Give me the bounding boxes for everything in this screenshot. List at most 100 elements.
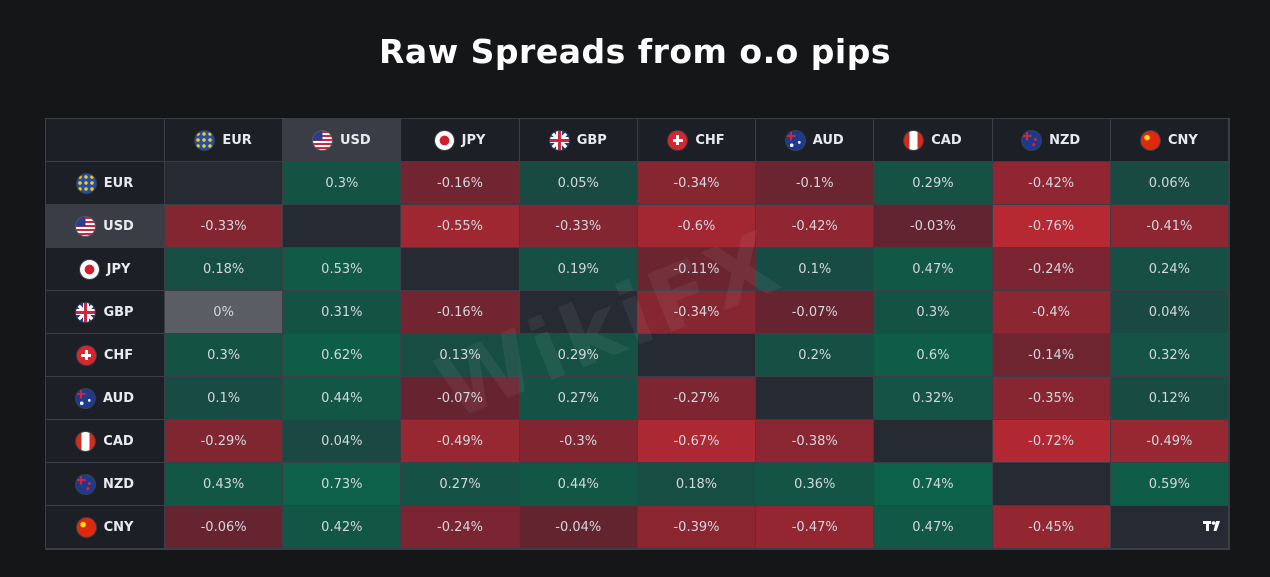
row-header-eur[interactable]: EUR	[46, 162, 165, 205]
heatmap-cell-jpy-cny[interactable]: 0.24%	[1110, 248, 1229, 291]
heatmap-cell-aud-eur[interactable]: 0.1%	[165, 377, 284, 420]
heatmap-cell-usd-chf[interactable]: -0.6%	[637, 205, 757, 248]
heatmap-cell-eur-eur[interactable]	[165, 162, 284, 205]
heatmap-cell-gbp-eur[interactable]: 0%	[165, 291, 284, 334]
heatmap-cell-jpy-nzd[interactable]: -0.24%	[992, 248, 1111, 291]
column-header-aud[interactable]: AUD	[756, 119, 875, 162]
heatmap-cell-aud-cad[interactable]: 0.32%	[874, 377, 993, 420]
heatmap-cell-cny-cad[interactable]: 0.47%	[874, 506, 993, 549]
heatmap-cell-gbp-nzd[interactable]: -0.4%	[992, 291, 1111, 334]
heatmap-cell-nzd-cad[interactable]: 0.74%	[874, 463, 993, 506]
heatmap-cell-nzd-usd[interactable]: 0.73%	[283, 463, 402, 506]
heatmap-cell-gbp-gbp[interactable]	[519, 291, 638, 334]
heatmap-cell-chf-aud[interactable]: 0.2%	[756, 334, 875, 377]
heatmap-cell-chf-gbp[interactable]: 0.29%	[519, 334, 638, 377]
column-header-chf[interactable]: CHF	[637, 119, 757, 162]
row-header-cad[interactable]: CAD	[46, 420, 165, 463]
heatmap-cell-gbp-cad[interactable]: 0.3%	[874, 291, 993, 334]
heatmap-cell-usd-cny[interactable]: -0.41%	[1110, 205, 1229, 248]
heatmap-cell-cad-jpy[interactable]: -0.49%	[401, 420, 520, 463]
heatmap-cell-usd-gbp[interactable]: -0.33%	[519, 205, 638, 248]
heatmap-cell-cad-nzd[interactable]: -0.72%	[992, 420, 1111, 463]
heatmap-cell-cad-gbp[interactable]: -0.3%	[519, 420, 638, 463]
heatmap-cell-usd-eur[interactable]: -0.33%	[165, 205, 284, 248]
heatmap-cell-cny-aud[interactable]: -0.47%	[756, 506, 875, 549]
heatmap-cell-aud-chf[interactable]: -0.27%	[637, 377, 757, 420]
heatmap-cell-nzd-eur[interactable]: 0.43%	[165, 463, 284, 506]
heatmap-cell-chf-chf[interactable]	[637, 334, 757, 377]
column-header-cad[interactable]: CAD	[874, 119, 993, 162]
heatmap-cell-cad-aud[interactable]: -0.38%	[756, 420, 875, 463]
heatmap-cell-nzd-cny[interactable]: 0.59%	[1110, 463, 1229, 506]
heatmap-cell-aud-gbp[interactable]: 0.27%	[519, 377, 638, 420]
row-header-cny[interactable]: CNY	[46, 506, 165, 549]
heatmap-cell-chf-jpy[interactable]: 0.13%	[401, 334, 520, 377]
heatmap-cell-chf-cny[interactable]: 0.32%	[1110, 334, 1229, 377]
heatmap-cell-cad-cny[interactable]: -0.49%	[1110, 420, 1229, 463]
column-header-gbp[interactable]: GBP	[519, 119, 638, 162]
heatmap-cell-usd-jpy[interactable]: -0.55%	[401, 205, 520, 248]
heatmap-cell-gbp-chf[interactable]: -0.34%	[637, 291, 757, 334]
heatmap-cell-jpy-chf[interactable]: -0.11%	[637, 248, 757, 291]
heatmap-cell-eur-chf[interactable]: -0.34%	[637, 162, 757, 205]
row-header-usd[interactable]: USD	[46, 205, 165, 248]
heatmap-cell-cad-eur[interactable]: -0.29%	[165, 420, 284, 463]
heatmap-cell-jpy-cad[interactable]: 0.47%	[874, 248, 993, 291]
heatmap-cell-nzd-chf[interactable]: 0.18%	[637, 463, 757, 506]
row-header-jpy[interactable]: JPY	[46, 248, 165, 291]
heatmap-cell-usd-nzd[interactable]: -0.76%	[992, 205, 1111, 248]
heatmap-cell-jpy-usd[interactable]: 0.53%	[283, 248, 402, 291]
row-header-nzd[interactable]: NZD	[46, 463, 165, 506]
column-header-eur[interactable]: EUR	[165, 119, 284, 162]
row-header-gbp[interactable]: GBP	[46, 291, 165, 334]
heatmap-cell-gbp-aud[interactable]: -0.07%	[756, 291, 875, 334]
heatmap-cell-cad-usd[interactable]: 0.04%	[283, 420, 402, 463]
heatmap-cell-cny-chf[interactable]: -0.39%	[637, 506, 757, 549]
heatmap-cell-eur-usd[interactable]: 0.3%	[283, 162, 402, 205]
heatmap-cell-chf-eur[interactable]: 0.3%	[165, 334, 284, 377]
heatmap-cell-aud-cny[interactable]: 0.12%	[1110, 377, 1229, 420]
row-header-aud[interactable]: AUD	[46, 377, 165, 420]
heatmap-cell-jpy-eur[interactable]: 0.18%	[165, 248, 284, 291]
heatmap-cell-aud-jpy[interactable]: -0.07%	[401, 377, 520, 420]
column-header-nzd[interactable]: NZD	[992, 119, 1111, 162]
heatmap-cell-eur-cny[interactable]: 0.06%	[1110, 162, 1229, 205]
heatmap-cell-cad-cad[interactable]	[874, 420, 993, 463]
heatmap-cell-gbp-usd[interactable]: 0.31%	[283, 291, 402, 334]
heatmap-cell-eur-aud[interactable]: -0.1%	[756, 162, 875, 205]
heatmap-cell-cny-cny[interactable]	[1110, 506, 1229, 549]
heatmap-cell-jpy-gbp[interactable]: 0.19%	[519, 248, 638, 291]
heatmap-cell-cny-nzd[interactable]: -0.45%	[992, 506, 1111, 549]
heatmap-cell-gbp-jpy[interactable]: -0.16%	[401, 291, 520, 334]
column-header-jpy[interactable]: JPY	[401, 119, 520, 162]
column-header-cny[interactable]: CNY	[1110, 119, 1229, 162]
heatmap-cell-gbp-cny[interactable]: 0.04%	[1110, 291, 1229, 334]
heatmap-cell-usd-cad[interactable]: -0.03%	[874, 205, 993, 248]
heatmap-cell-chf-cad[interactable]: 0.6%	[874, 334, 993, 377]
heatmap-cell-nzd-aud[interactable]: 0.36%	[756, 463, 875, 506]
heatmap-cell-nzd-gbp[interactable]: 0.44%	[519, 463, 638, 506]
heatmap-cell-cny-gbp[interactable]: -0.04%	[519, 506, 638, 549]
heatmap-cell-eur-cad[interactable]: 0.29%	[874, 162, 993, 205]
heatmap-cell-cny-jpy[interactable]: -0.24%	[401, 506, 520, 549]
row-header-chf[interactable]: CHF	[46, 334, 165, 377]
heatmap-cell-eur-jpy[interactable]: -0.16%	[401, 162, 520, 205]
heatmap-cell-cad-chf[interactable]: -0.67%	[637, 420, 757, 463]
heatmap-cell-eur-gbp[interactable]: 0.05%	[519, 162, 638, 205]
heatmap-cell-usd-aud[interactable]: -0.42%	[756, 205, 875, 248]
heatmap-cell-aud-nzd[interactable]: -0.35%	[992, 377, 1111, 420]
heatmap-cell-cny-eur[interactable]: -0.06%	[165, 506, 284, 549]
heatmap-cell-nzd-nzd[interactable]	[992, 463, 1111, 506]
heatmap-cell-cny-usd[interactable]: 0.42%	[283, 506, 402, 549]
heatmap-cell-jpy-jpy[interactable]	[401, 248, 520, 291]
heatmap-cell-jpy-aud[interactable]: 0.1%	[756, 248, 875, 291]
heatmap-cell-eur-nzd[interactable]: -0.42%	[992, 162, 1111, 205]
heatmap-cell-chf-usd[interactable]: 0.62%	[283, 334, 402, 377]
heatmap-cell-nzd-jpy[interactable]: 0.27%	[401, 463, 520, 506]
heatmap-cell-chf-nzd[interactable]: -0.14%	[992, 334, 1111, 377]
heatmap-cell-usd-usd[interactable]	[283, 205, 402, 248]
tradingview-logo-icon[interactable]	[1203, 519, 1223, 533]
heatmap-cell-aud-usd[interactable]: 0.44%	[283, 377, 402, 420]
column-header-usd[interactable]: USD	[283, 119, 402, 162]
heatmap-cell-aud-aud[interactable]	[756, 377, 875, 420]
